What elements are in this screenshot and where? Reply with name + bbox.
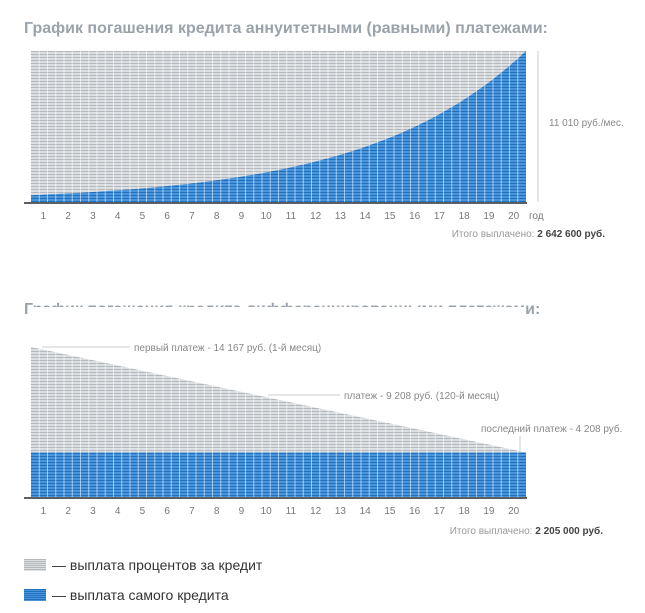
differentiated-tick-label: 16 xyxy=(409,506,421,517)
differentiated-tick-label: 1 xyxy=(41,506,47,517)
differentiated-total: Итого выплачено: 2 205 000 руб. xyxy=(450,526,603,537)
differentiated-tick-label: 3 xyxy=(90,506,96,517)
differentiated-tick-label: 14 xyxy=(360,506,372,517)
differentiated-tick-label: 8 xyxy=(214,506,220,517)
annuity-tick-label: 7 xyxy=(189,211,195,222)
annuity-tick-label: 5 xyxy=(140,211,146,222)
differentiated-tick-label: 12 xyxy=(310,506,322,517)
annuity-tick-label: 2 xyxy=(65,211,71,222)
annuity-chart-title: График погашения кредита аннуитетными (р… xyxy=(24,20,548,37)
annuity-tick-label: 16 xyxy=(409,211,421,222)
annuity-tick-label: 15 xyxy=(384,211,396,222)
annuity-tick-label: 6 xyxy=(164,211,170,222)
annuity-total: Итого выплачено: 2 642 600 руб. xyxy=(452,229,605,240)
differentiated-tick-label: 17 xyxy=(434,506,446,517)
differentiated-tick-label: 9 xyxy=(239,506,245,517)
differentiated-tick-label: 15 xyxy=(384,506,396,517)
annuity-tick-label: 8 xyxy=(214,211,220,222)
legend-principal-swatch xyxy=(24,589,46,601)
annuity-tick-label: 3 xyxy=(90,211,96,222)
annuity-tick-label: 9 xyxy=(239,211,245,222)
differentiated-tick-label: 20 xyxy=(508,506,520,517)
annuity-tick-label: 10 xyxy=(261,211,273,222)
annuity-payment-label: 11 010 руб./мес. xyxy=(549,117,624,129)
differentiated-tick-label: 7 xyxy=(189,506,195,517)
annuity-total-label: Итого выплачено: xyxy=(451,229,535,240)
annuity-tick-label: 13 xyxy=(335,211,347,222)
annuity-tick-label: 4 xyxy=(115,211,121,222)
legend-interest: — выплата процентов за кредит xyxy=(24,557,262,573)
differentiated-total-value: 2 205 000 руб. xyxy=(535,526,603,537)
differentiated-tick-label: 6 xyxy=(164,506,170,517)
annuity-tick-label: 19 xyxy=(483,211,495,222)
legend-interest-label: — выплата процентов за кредит xyxy=(52,557,263,573)
differentiated-tick-label: 2 xyxy=(65,506,71,517)
annuity-tick-label: 11 xyxy=(286,211,297,222)
differentiated-tick-label: 13 xyxy=(335,506,347,517)
annuity-tick-label: 20 xyxy=(508,211,520,222)
differentiated-tick-label: 5 xyxy=(140,506,146,517)
differentiated-tick-label: 19 xyxy=(483,506,495,517)
slope-mask xyxy=(31,307,526,452)
legend-interest-swatch xyxy=(24,559,46,571)
annuity-tick-label: 12 xyxy=(310,211,322,222)
legend-principal: — выплата самого кредита xyxy=(24,587,229,603)
differentiated-tick-label: 4 xyxy=(115,506,121,517)
annuity-tick-label: 14 xyxy=(360,211,372,222)
annuity-tick-label: 18 xyxy=(459,211,471,222)
differentiated-tick-label: 10 xyxy=(261,506,273,517)
legend-principal-label: — выплата самого кредита xyxy=(52,587,229,603)
first-payment-label: первый платеж - 14 167 руб. (1-й месяц) xyxy=(134,342,321,354)
annuity-tick-label: 1 xyxy=(41,211,47,222)
annuity-year-label: год xyxy=(529,211,544,222)
annuity-tick-label: 17 xyxy=(434,211,446,222)
last-payment-label: последний платеж - 4 208 руб. xyxy=(481,423,622,435)
mid-payment-label: платеж - 9 208 руб. (120-й месяц) xyxy=(344,390,499,402)
differentiated-total-label: Итого выплачено: xyxy=(449,526,533,537)
differentiated-tick-label: 11 xyxy=(286,506,297,517)
annuity-total-value: 2 642 600 руб. xyxy=(537,229,605,240)
differentiated-tick-label: 18 xyxy=(459,506,471,517)
